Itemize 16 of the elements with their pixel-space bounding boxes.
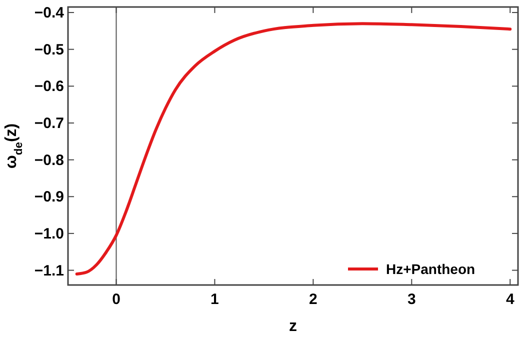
x-tick-label: 2 <box>309 291 318 308</box>
line-series <box>75 22 512 276</box>
y-tick-label: −1.1 <box>34 262 64 280</box>
y-tick-label: −0.8 <box>34 152 64 169</box>
y-tick-label: −0.9 <box>34 188 64 206</box>
x-axis-title: z <box>289 318 297 335</box>
y-tick-label: −1.0 <box>34 225 64 242</box>
y-tick-label: −0.5 <box>34 41 64 58</box>
legend-label: Hz+Pantheon <box>386 261 476 277</box>
y-tick-label: −0.6 <box>34 78 64 96</box>
x-tick-label: 3 <box>407 291 416 308</box>
y-tick-label: −0.7 <box>34 114 64 132</box>
y-tick-label: −0.4 <box>34 4 65 22</box>
x-tick-label: 4 <box>506 291 515 308</box>
x-tick-label: 1 <box>210 291 219 308</box>
x-tick-label: 0 <box>112 291 120 308</box>
